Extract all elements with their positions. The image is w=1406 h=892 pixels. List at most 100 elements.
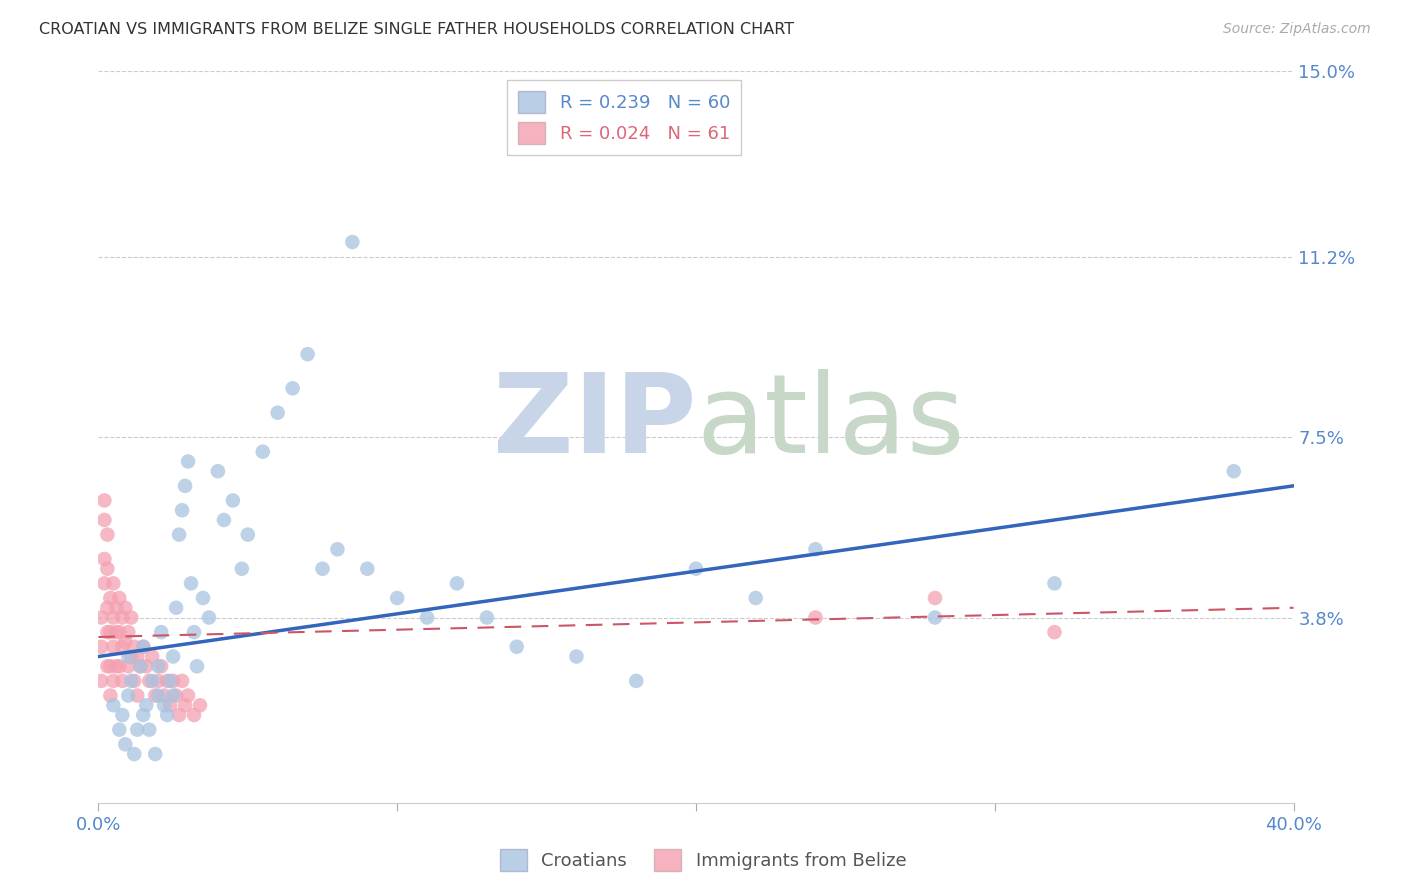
Point [804, 542, 827, 557]
Point [98, 659, 122, 673]
Point [231, 562, 253, 576]
Point [159, 673, 181, 688]
Point [135, 698, 157, 713]
Point [162, 673, 184, 688]
Legend: Croatians, Immigrants from Belize: Croatians, Immigrants from Belize [492, 842, 914, 879]
Point [90, 640, 112, 654]
Point [162, 649, 184, 664]
Point [93, 552, 115, 566]
Point [124, 673, 146, 688]
Legend: R = 0.239   N = 60, R = 0.024   N = 61: R = 0.239 N = 60, R = 0.024 N = 61 [508, 80, 741, 155]
Point [103, 673, 125, 688]
Point [297, 347, 319, 361]
Point [117, 659, 139, 673]
Point [98, 689, 122, 703]
Point [103, 576, 125, 591]
Point [108, 659, 131, 673]
Text: CROATIAN VS IMMIGRANTS FROM BELIZE SINGLE FATHER HOUSEHOLDS CORRELATION CHART: CROATIAN VS IMMIGRANTS FROM BELIZE SINGL… [39, 22, 794, 37]
Point [117, 689, 139, 703]
Point [356, 562, 378, 576]
Point [1043, 625, 1066, 640]
Point [132, 640, 155, 654]
Point [924, 610, 946, 624]
Point [167, 527, 190, 541]
Point [90, 610, 112, 624]
Point [111, 673, 134, 688]
Point [141, 649, 163, 664]
Point [267, 406, 290, 420]
Point [148, 659, 170, 673]
Point [924, 591, 946, 605]
Point [124, 640, 146, 654]
Point [93, 513, 115, 527]
Point [138, 723, 160, 737]
Point [141, 673, 163, 688]
Point [127, 723, 149, 737]
Point [120, 649, 142, 664]
Point [186, 659, 208, 673]
Point [108, 591, 131, 605]
Point [188, 698, 211, 713]
Point [183, 625, 205, 640]
Point [96, 562, 118, 576]
Point [311, 562, 333, 576]
Point [98, 625, 122, 640]
Point [132, 640, 155, 654]
Point [114, 600, 136, 615]
Point [236, 527, 259, 541]
Point [108, 723, 131, 737]
Point [252, 444, 274, 458]
Point [172, 673, 194, 688]
Point [159, 698, 181, 713]
Point [475, 610, 498, 624]
Point [342, 235, 364, 249]
Point [446, 576, 468, 591]
Point [127, 689, 149, 703]
Point [222, 493, 245, 508]
Point [98, 591, 122, 605]
Point [167, 708, 190, 723]
Point [177, 454, 200, 468]
Point [103, 640, 125, 654]
Point [111, 610, 134, 624]
Point [93, 493, 115, 508]
Point [326, 542, 349, 557]
Point [135, 659, 157, 673]
Point [132, 708, 155, 723]
Point [96, 527, 118, 541]
Point [117, 649, 139, 664]
Point [124, 747, 146, 761]
Point [96, 625, 118, 640]
Point [105, 659, 128, 673]
Point [111, 640, 134, 654]
Point [114, 635, 136, 649]
Point [804, 610, 827, 624]
Point [198, 610, 221, 624]
Text: atlas: atlas [696, 369, 965, 476]
Point [177, 689, 200, 703]
Point [745, 591, 768, 605]
Point [129, 659, 152, 673]
Point [626, 673, 648, 688]
Point [207, 464, 229, 478]
Point [120, 673, 142, 688]
Point [120, 610, 142, 624]
Point [385, 591, 409, 605]
Point [117, 625, 139, 640]
Point [93, 576, 115, 591]
Point [172, 503, 194, 517]
Point [212, 513, 235, 527]
Point [162, 689, 184, 703]
Point [148, 673, 170, 688]
Point [191, 591, 214, 605]
Point [281, 381, 304, 395]
Point [105, 625, 128, 640]
Point [143, 689, 166, 703]
Point [180, 576, 202, 591]
Point [685, 562, 707, 576]
Point [156, 708, 179, 723]
Point [1043, 576, 1066, 591]
Text: Source: ZipAtlas.com: Source: ZipAtlas.com [1223, 22, 1371, 37]
Point [129, 659, 152, 673]
Point [174, 698, 197, 713]
